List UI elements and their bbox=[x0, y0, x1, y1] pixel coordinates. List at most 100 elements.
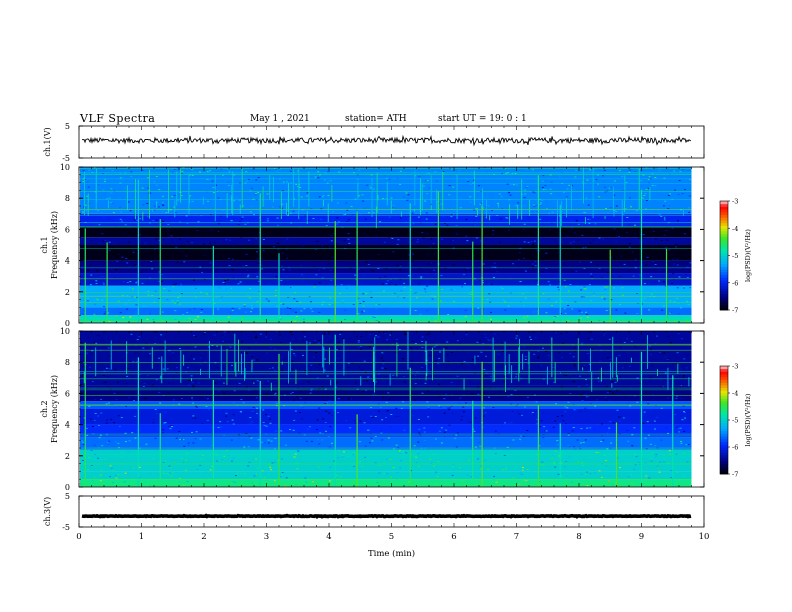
spectral-speckle bbox=[379, 428, 382, 430]
spectral-speckle bbox=[362, 305, 365, 307]
spectral-speckle bbox=[181, 250, 183, 252]
spectral-speckle bbox=[550, 377, 553, 379]
spectral-speckle bbox=[207, 346, 210, 348]
spectral-speckle bbox=[81, 313, 84, 315]
spectral-speckle bbox=[617, 247, 619, 249]
spectral-speckle bbox=[98, 282, 101, 284]
spectral-speckle bbox=[676, 287, 679, 289]
spectral-speckle bbox=[661, 386, 664, 388]
spectral-speckle bbox=[126, 473, 129, 475]
spectral-speckle bbox=[338, 292, 341, 294]
spectral-speckle bbox=[173, 460, 176, 462]
spectral-speckle bbox=[494, 266, 497, 268]
spectral-speckle bbox=[171, 196, 174, 198]
spectral-speckle bbox=[480, 351, 483, 353]
spectral-speckle bbox=[681, 419, 684, 421]
spectral-speckle bbox=[108, 249, 111, 251]
spectral-speckle bbox=[390, 180, 393, 182]
spectral-speckle bbox=[219, 231, 221, 233]
spectral-speckle bbox=[586, 485, 589, 486]
spectral-speckle bbox=[573, 364, 576, 366]
spectral-speckle bbox=[225, 288, 228, 290]
spectral-speckle bbox=[280, 430, 283, 432]
spectral-speckle bbox=[121, 474, 124, 476]
spectral-speckle bbox=[172, 352, 175, 354]
spectral-speckle bbox=[104, 311, 107, 313]
spectral-speckle bbox=[571, 430, 574, 432]
spectral-speckle bbox=[552, 426, 555, 428]
spectral-speckle bbox=[494, 453, 497, 455]
spectral-speckle bbox=[347, 284, 350, 286]
spectral-speckle bbox=[590, 339, 593, 341]
spectral-speckle bbox=[131, 432, 134, 434]
colorbar-step bbox=[720, 220, 728, 224]
spectral-speckle bbox=[460, 419, 463, 421]
spectral-speckle bbox=[216, 367, 219, 369]
spectral-speckle bbox=[337, 419, 339, 421]
spectral-speckle bbox=[180, 173, 183, 175]
spectral-speckle bbox=[476, 458, 479, 460]
spectral-speckle bbox=[129, 210, 132, 212]
spectral-speckle bbox=[276, 170, 279, 172]
spectral-speckle bbox=[186, 312, 189, 314]
spectral-speckle bbox=[245, 265, 248, 266]
spectral-speckle bbox=[603, 169, 606, 171]
spectral-speckle bbox=[380, 430, 383, 432]
spectral-speckle bbox=[327, 263, 330, 265]
spectral-speckle bbox=[420, 247, 423, 249]
spectral-speckle bbox=[520, 377, 523, 379]
colorbar-step bbox=[720, 280, 728, 284]
spectral-speckle bbox=[311, 277, 314, 279]
spectral-speckle bbox=[679, 171, 682, 172]
spectral-speckle bbox=[490, 246, 493, 248]
spectral-speckle bbox=[592, 239, 594, 241]
spectral-speckle bbox=[329, 238, 332, 240]
spectral-speckle bbox=[438, 357, 441, 359]
spectral-speckle bbox=[443, 431, 446, 433]
spectral-speckle bbox=[522, 435, 525, 437]
spectral-speckle bbox=[318, 407, 321, 409]
spectral-speckle bbox=[553, 316, 556, 318]
spectral-speckle bbox=[466, 300, 469, 302]
spectral-speckle bbox=[545, 393, 547, 395]
spectral-speckle bbox=[99, 434, 102, 436]
spectral-speckle bbox=[108, 241, 111, 243]
spectral-speckle bbox=[359, 411, 362, 413]
spectral-speckle bbox=[226, 450, 229, 452]
spectral-speckle bbox=[364, 218, 367, 220]
spectral-speckle bbox=[650, 458, 653, 460]
spectral-speckle bbox=[296, 395, 299, 397]
y-tick-label: 2 bbox=[65, 288, 70, 297]
spectral-speckle bbox=[114, 369, 117, 370]
spectral-speckle bbox=[302, 339, 305, 341]
spectral-band bbox=[80, 307, 692, 316]
spectral-speckle bbox=[89, 284, 92, 286]
spectral-speckle bbox=[231, 307, 234, 309]
spectral-speckle bbox=[584, 246, 587, 248]
spectral-speckle bbox=[574, 429, 577, 431]
spectral-speckle bbox=[429, 367, 432, 369]
spectral-speckle bbox=[389, 334, 392, 336]
spectral-speckle bbox=[188, 380, 191, 382]
spectral-speckle bbox=[414, 383, 417, 385]
spectral-speckle bbox=[228, 265, 231, 267]
spectral-speckle bbox=[403, 381, 406, 383]
spectral-speckle bbox=[429, 458, 432, 460]
spectral-speckle bbox=[565, 458, 568, 460]
spectral-speckle bbox=[587, 370, 590, 372]
spectral-speckle bbox=[363, 310, 366, 312]
colorbar-step bbox=[720, 376, 728, 380]
spectral-speckle bbox=[567, 401, 570, 403]
spectral-speckle bbox=[161, 203, 164, 205]
spectral-speckle bbox=[674, 331, 677, 333]
spectral-speckle bbox=[367, 264, 370, 265]
spectral-speckle bbox=[318, 364, 321, 366]
spectral-speckle bbox=[197, 398, 199, 400]
spectral-speckle bbox=[206, 293, 209, 295]
spectral-speckle bbox=[167, 256, 170, 257]
spectral-speckle bbox=[355, 218, 358, 220]
spectral-speckle bbox=[94, 315, 97, 317]
spectral-speckle bbox=[109, 393, 111, 394]
spectral-speckle bbox=[462, 411, 465, 413]
spectral-speckle bbox=[483, 407, 486, 409]
